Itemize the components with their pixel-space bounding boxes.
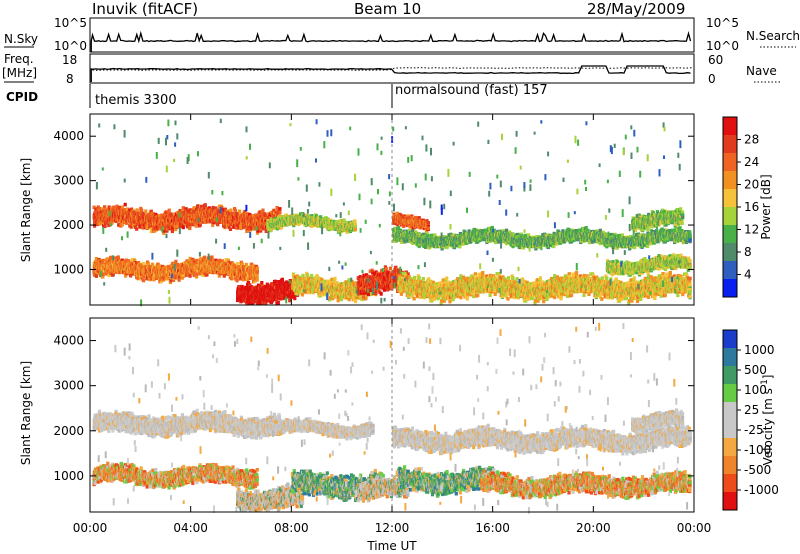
cpid-mode-1: themis 3300 bbox=[95, 93, 177, 108]
nsearch-tick-top: 10^5 bbox=[706, 16, 739, 30]
cpid-mode-2: normalsound (fast) 157 bbox=[395, 83, 548, 98]
range-cell bbox=[136, 208, 139, 212]
nave-tick-bottom: 0 bbox=[708, 72, 716, 86]
range-cell bbox=[135, 227, 138, 231]
freq-panel: Freq. [MHz] 18 8 60 0 Nave bbox=[2, 52, 780, 86]
station-title: Inuvik (fitACF) bbox=[92, 0, 198, 18]
nsearch-label: N.Search bbox=[746, 29, 800, 43]
freq-tick-bottom: 8 bbox=[66, 72, 74, 86]
range-cell bbox=[229, 209, 232, 213]
nsky-trace bbox=[91, 33, 690, 52]
nave-label: Nave bbox=[746, 64, 777, 78]
range-cell bbox=[144, 209, 147, 213]
range-cell bbox=[278, 207, 281, 211]
range-cell bbox=[117, 255, 120, 259]
nsky-tick-top: 10^5 bbox=[54, 16, 87, 30]
range-cell bbox=[124, 203, 127, 207]
freq-tick-top: 18 bbox=[62, 53, 77, 67]
range-cell bbox=[182, 226, 185, 230]
nsky-tick-bottom: 10^0 bbox=[54, 39, 87, 53]
cpid-panel: CPID themis 3300 normalsound (fast) 157 bbox=[6, 83, 548, 108]
range-cell bbox=[168, 209, 171, 213]
range-cell bbox=[199, 223, 202, 227]
nsky-frame bbox=[90, 18, 694, 52]
range-cell bbox=[278, 211, 281, 215]
range-cell bbox=[353, 219, 356, 223]
range-cell bbox=[238, 210, 241, 214]
range-time-figure: Inuvik (fitACF) Beam 10 28/May/2009 N.Sk… bbox=[0, 0, 800, 554]
range-cell bbox=[182, 206, 185, 210]
freq-label: Freq. bbox=[4, 52, 34, 66]
beam-title: Beam 10 bbox=[354, 0, 421, 18]
date-title: 28/May/2009 bbox=[587, 0, 685, 18]
nsky-label: N.Sky bbox=[4, 32, 38, 46]
nsky-panel: N.Sky 10^5 10^0 10^5 10^0 N.Search bbox=[4, 16, 800, 53]
range-cell bbox=[140, 209, 143, 213]
range-cell bbox=[234, 209, 237, 213]
freq-unit-label: [MHz] bbox=[2, 66, 37, 80]
range-cell bbox=[229, 227, 232, 231]
nsearch-tick-bottom: 10^0 bbox=[706, 39, 739, 53]
range-cell bbox=[171, 230, 174, 234]
range-cell bbox=[261, 209, 264, 213]
range-cell bbox=[354, 228, 357, 232]
nave-tick-top: 60 bbox=[708, 53, 723, 67]
range-cell bbox=[204, 203, 207, 207]
cpid-label: CPID bbox=[6, 90, 38, 104]
range-cell bbox=[276, 206, 279, 210]
